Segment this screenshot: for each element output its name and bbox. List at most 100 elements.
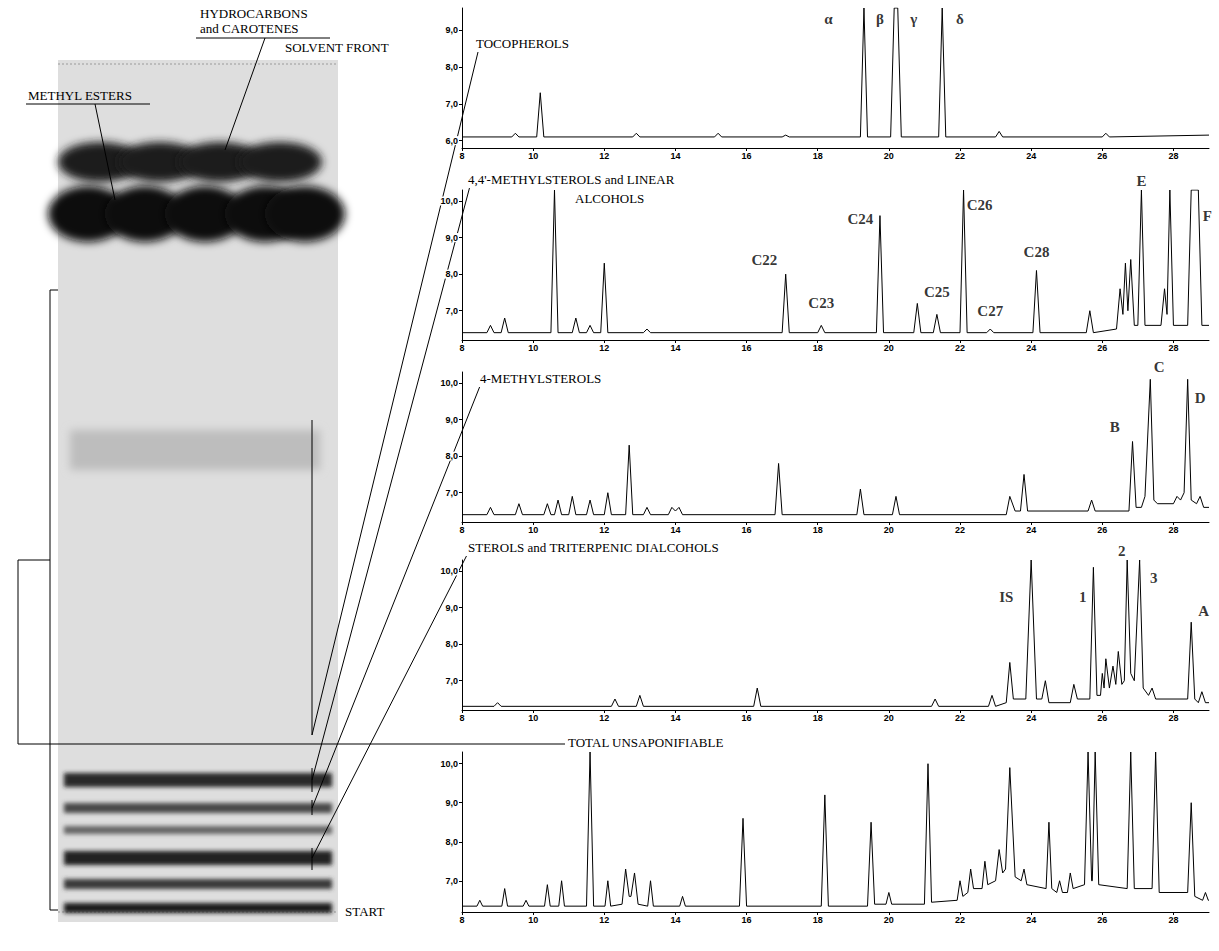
svg-text:22: 22 <box>955 525 965 535</box>
svg-text:C: C <box>1154 359 1165 375</box>
svg-text:7,0: 7,0 <box>445 99 458 109</box>
svg-text:8,0: 8,0 <box>445 269 458 279</box>
svg-text:C26: C26 <box>967 197 993 213</box>
svg-text:7,0: 7,0 <box>445 306 458 316</box>
svg-text:9,0: 9,0 <box>445 25 458 35</box>
svg-text:24: 24 <box>1026 915 1036 925</box>
svg-text:10,0: 10,0 <box>440 378 458 388</box>
svg-text:and CAROTENES: and CAROTENES <box>200 21 299 36</box>
svg-text:9,0: 9,0 <box>445 233 458 243</box>
svg-text:26: 26 <box>1097 343 1107 353</box>
svg-text:β: β <box>876 11 884 27</box>
svg-text:18: 18 <box>813 915 823 925</box>
svg-text:8,0: 8,0 <box>445 451 458 461</box>
svg-text:7,0: 7,0 <box>445 876 458 886</box>
svg-text:3: 3 <box>1150 570 1158 586</box>
svg-text:9,0: 9,0 <box>445 798 458 808</box>
svg-text:28: 28 <box>1168 525 1178 535</box>
svg-text:8,0: 8,0 <box>445 837 458 847</box>
svg-text:22: 22 <box>955 151 965 161</box>
svg-text:C24: C24 <box>847 211 873 227</box>
svg-text:8: 8 <box>459 915 464 925</box>
svg-text:14: 14 <box>670 151 680 161</box>
svg-text:2: 2 <box>1118 543 1126 559</box>
svg-text:28: 28 <box>1168 151 1178 161</box>
svg-text:C22: C22 <box>751 252 777 268</box>
svg-text:4-METHYLSTEROLS: 4-METHYLSTEROLS <box>480 371 601 386</box>
svg-text:26: 26 <box>1097 525 1107 535</box>
svg-text:22: 22 <box>955 915 965 925</box>
svg-text:START: START <box>345 904 384 919</box>
svg-text:ALCOHOLS: ALCOHOLS <box>575 191 644 206</box>
svg-text:12: 12 <box>599 343 609 353</box>
svg-text:10: 10 <box>528 151 538 161</box>
svg-text:α: α <box>824 11 833 27</box>
svg-text:16: 16 <box>742 343 752 353</box>
svg-text:STEROLS and TRITERPENIC DIALCO: STEROLS and TRITERPENIC DIALCOHOLS <box>468 540 719 555</box>
svg-text:16: 16 <box>742 915 752 925</box>
svg-text:20: 20 <box>884 343 894 353</box>
svg-text:26: 26 <box>1097 151 1107 161</box>
svg-text:14: 14 <box>670 915 680 925</box>
svg-text:7,0: 7,0 <box>445 488 458 498</box>
svg-text:10: 10 <box>528 343 538 353</box>
svg-text:16: 16 <box>742 525 752 535</box>
svg-text:4,4'-METHYLSTEROLS and LINEAR: 4,4'-METHYLSTEROLS and LINEAR <box>468 172 675 187</box>
svg-text:20: 20 <box>884 713 894 723</box>
svg-text:8,0: 8,0 <box>445 62 458 72</box>
svg-text:12: 12 <box>599 525 609 535</box>
svg-text:10: 10 <box>528 915 538 925</box>
svg-text:14: 14 <box>670 525 680 535</box>
svg-text:10,0: 10,0 <box>440 196 458 206</box>
svg-text:δ: δ <box>956 11 964 27</box>
svg-text:10: 10 <box>528 525 538 535</box>
svg-text:28: 28 <box>1168 713 1178 723</box>
svg-text:6,0: 6,0 <box>445 136 458 146</box>
svg-text:12: 12 <box>599 151 609 161</box>
svg-text:20: 20 <box>884 915 894 925</box>
svg-text:16: 16 <box>742 151 752 161</box>
svg-text:8: 8 <box>459 343 464 353</box>
svg-text:C27: C27 <box>977 303 1003 319</box>
svg-text:10: 10 <box>528 713 538 723</box>
svg-text:8: 8 <box>459 525 464 535</box>
svg-text:9,0: 9,0 <box>445 415 458 425</box>
svg-text:8,0: 8,0 <box>445 639 458 649</box>
svg-text:B: B <box>1110 419 1120 435</box>
svg-text:20: 20 <box>884 151 894 161</box>
svg-text:16: 16 <box>742 713 752 723</box>
svg-text:8: 8 <box>459 713 464 723</box>
svg-text:C25: C25 <box>924 284 950 300</box>
svg-text:10,0: 10,0 <box>440 759 458 769</box>
svg-text:D: D <box>1195 390 1206 406</box>
svg-text:26: 26 <box>1097 915 1107 925</box>
svg-text:20: 20 <box>884 525 894 535</box>
svg-text:C28: C28 <box>1024 244 1050 260</box>
svg-text:SOLVENT FRONT: SOLVENT FRONT <box>285 40 389 55</box>
svg-text:14: 14 <box>670 343 680 353</box>
svg-text:24: 24 <box>1026 151 1036 161</box>
svg-text:24: 24 <box>1026 343 1036 353</box>
svg-text:γ: γ <box>909 11 917 27</box>
svg-text:8: 8 <box>459 151 464 161</box>
svg-text:TOCOPHEROLS: TOCOPHEROLS <box>476 36 569 51</box>
svg-text:24: 24 <box>1026 713 1036 723</box>
svg-text:18: 18 <box>813 713 823 723</box>
svg-text:22: 22 <box>955 343 965 353</box>
svg-text:18: 18 <box>813 525 823 535</box>
svg-text:28: 28 <box>1168 343 1178 353</box>
svg-text:TOTAL UNSAPONIFIABLE: TOTAL UNSAPONIFIABLE <box>568 735 723 750</box>
svg-text:12: 12 <box>599 915 609 925</box>
svg-text:IS: IS <box>999 589 1013 605</box>
svg-text:HYDROCARBONS: HYDROCARBONS <box>200 6 308 21</box>
svg-text:22: 22 <box>955 713 965 723</box>
svg-text:METHYL ESTERS: METHYL ESTERS <box>28 88 132 103</box>
svg-text:E: E <box>1136 173 1146 189</box>
svg-text:26: 26 <box>1097 713 1107 723</box>
svg-text:F: F <box>1203 208 1212 224</box>
svg-text:14: 14 <box>670 713 680 723</box>
svg-text:18: 18 <box>813 343 823 353</box>
svg-text:C23: C23 <box>808 295 834 311</box>
svg-text:A: A <box>1198 603 1209 619</box>
svg-text:18: 18 <box>813 151 823 161</box>
